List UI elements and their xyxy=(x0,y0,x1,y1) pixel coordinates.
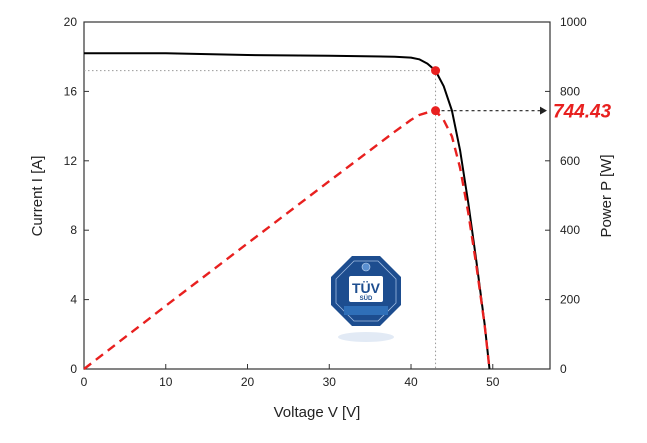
x-tick-label: 0 xyxy=(81,375,88,389)
badge-reflection xyxy=(338,332,394,342)
y-right-tick-label: 600 xyxy=(560,154,580,168)
y-left-tick-label: 20 xyxy=(64,15,78,29)
series-lines xyxy=(83,52,491,370)
x-tick-label: 20 xyxy=(241,375,255,389)
badge-sub: SÜD xyxy=(360,295,373,302)
plot-frame xyxy=(83,21,551,370)
y-right-tick-label: 200 xyxy=(560,293,580,307)
mpp-markers xyxy=(431,66,441,116)
x-axis-label: Voltage V [V] xyxy=(274,404,361,421)
y-right-tick-label: 0 xyxy=(560,362,567,376)
y-right-tick-label: 1000 xyxy=(560,15,587,29)
y-axis-label-left: Current I [A] xyxy=(29,156,46,237)
x-tick-label: 40 xyxy=(404,375,418,389)
mpp-guide-lines xyxy=(84,70,437,369)
mpp-power-value: 744.43 xyxy=(553,102,612,123)
badge-bottom-band xyxy=(344,306,388,315)
power-curve xyxy=(83,109,491,370)
mpp-current-marker xyxy=(431,66,441,76)
x-tick-label: 50 xyxy=(486,375,500,389)
badge-brand: TÜV xyxy=(352,280,381,296)
x-tick-label: 10 xyxy=(159,375,173,389)
y-left-tick-label: 8 xyxy=(70,223,77,237)
mpp-power-marker xyxy=(431,106,441,116)
badge-top-emblem xyxy=(361,262,371,272)
y-left-tick-label: 0 xyxy=(70,362,77,376)
annotation-arrow-head xyxy=(540,106,547,115)
mpp-annotation: 744.43 xyxy=(441,102,612,123)
y-right-tick-label: 400 xyxy=(560,223,580,237)
y-axis-label-right: Power P [W] xyxy=(598,154,615,237)
current-curve xyxy=(84,52,491,370)
badge-octagon-inner xyxy=(335,260,397,322)
y-left-tick-label: 16 xyxy=(64,84,78,98)
badge-center-box xyxy=(349,276,383,302)
tuv-sud-badge: TÜV SÜD xyxy=(331,256,401,342)
y-right-tick-label: 800 xyxy=(560,84,580,98)
x-tick-label: 30 xyxy=(323,375,337,389)
y-left-tick-label: 4 xyxy=(70,293,77,307)
y-left-tick-label: 12 xyxy=(64,154,78,168)
